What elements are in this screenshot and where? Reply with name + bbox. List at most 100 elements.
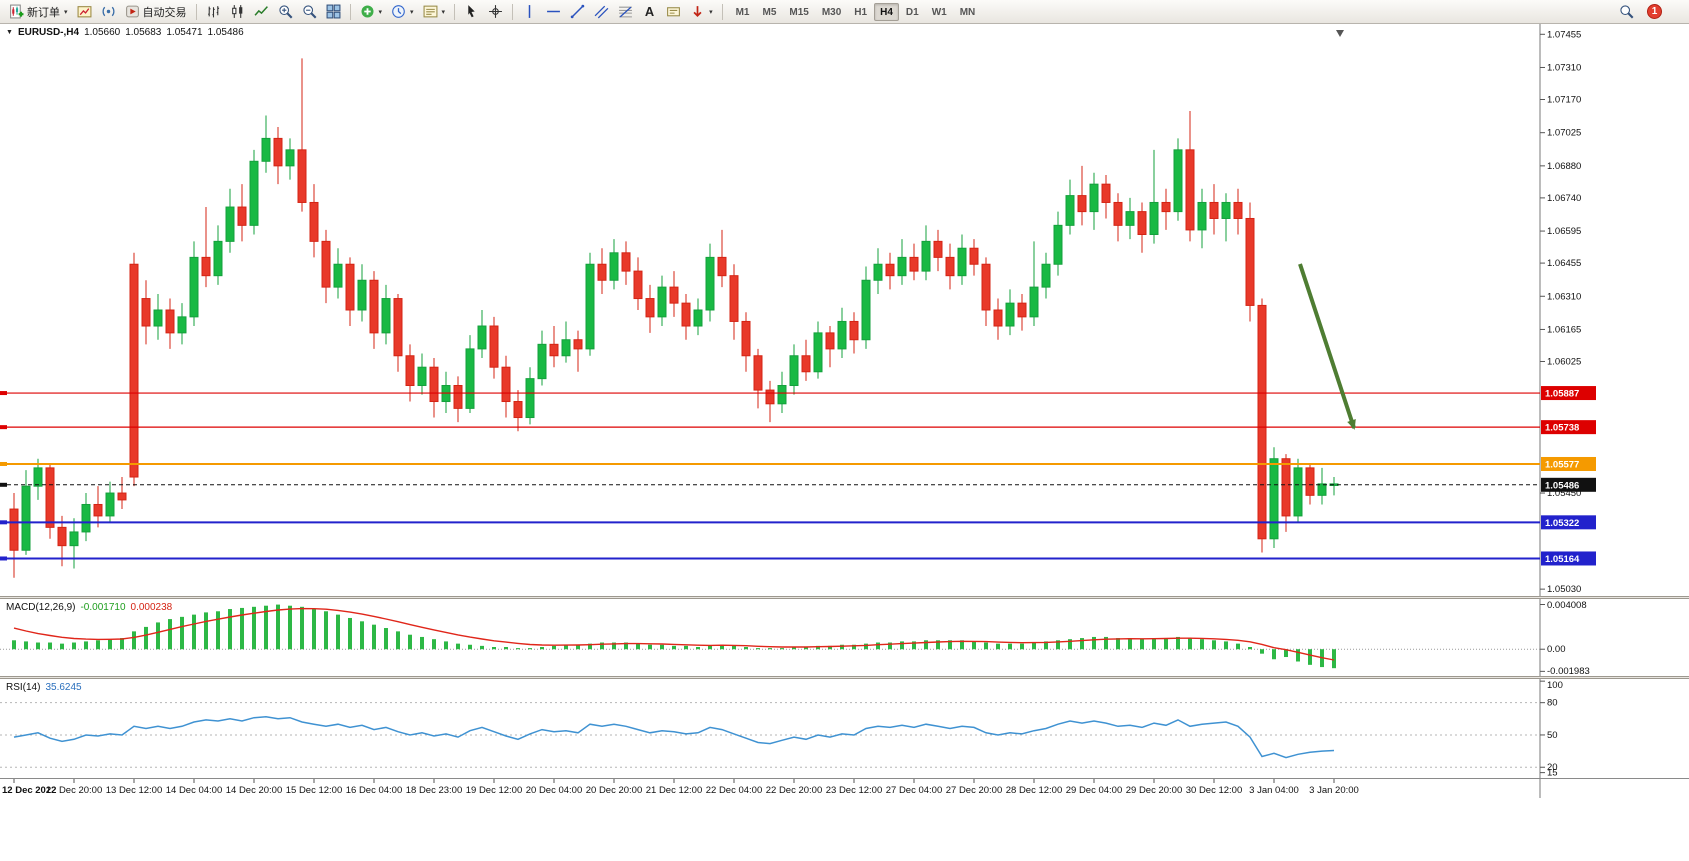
auto-trading-button[interactable]: 自动交易	[121, 2, 191, 22]
panel-splitter[interactable]	[0, 676, 1689, 679]
svg-text:1.05738: 1.05738	[1545, 423, 1579, 434]
caret-down-icon: ▾	[378, 8, 383, 16]
trendline-button[interactable]	[566, 2, 589, 22]
timeframe-bar: M1 M5 M15 M30 H1 H4 D1 W1 MN	[730, 2, 982, 21]
svg-text:1.05322: 1.05322	[1545, 518, 1579, 529]
periods-clock-icon	[392, 5, 405, 18]
indicators-button[interactable]: ▾	[356, 2, 387, 22]
price-chart-canvas[interactable]: 1.07455 1.07310 1.07170 1.07025 1.06880 1.067…	[0, 24, 1689, 596]
svg-text:15 Dec 12:00: 15 Dec 12:00	[286, 785, 343, 796]
svg-text:23 Dec 12:00: 23 Dec 12:00	[826, 785, 883, 796]
svg-text:20 Dec 04:00: 20 Dec 04:00	[526, 785, 583, 796]
cursor-icon	[468, 5, 475, 18]
channel-icon	[594, 5, 609, 19]
cursor-button[interactable]	[460, 2, 483, 22]
svg-text:28 Dec 12:00: 28 Dec 12:00	[1006, 785, 1063, 796]
svg-text:15: 15	[1547, 768, 1558, 778]
tile-windows-button[interactable]	[322, 2, 345, 22]
panel-splitter[interactable]	[0, 596, 1689, 599]
bar-chart-icon	[207, 6, 219, 18]
signals-icon	[102, 6, 115, 17]
bar-chart-button[interactable]	[202, 2, 225, 22]
svg-text:0.004008: 0.004008	[1547, 600, 1587, 611]
one-click-trading-toggle-icon[interactable]: ▼	[6, 29, 13, 36]
candlestick-chart-button[interactable]	[226, 2, 249, 22]
arrows-button[interactable]: ▾	[686, 2, 717, 22]
svg-text:1.05486: 1.05486	[1545, 480, 1579, 491]
crosshair-icon	[489, 5, 502, 18]
zoom-out-button[interactable]	[298, 2, 321, 22]
line-chart-button[interactable]	[250, 2, 273, 22]
rsi-panel[interactable]: 100 80 50 20 15 RSI(14) 35.6245	[0, 679, 1689, 778]
timeframe-W1[interactable]: W1	[931, 6, 947, 18]
notification-badge[interactable]: 1	[1647, 4, 1662, 19]
svg-text:30 Dec 12:00: 30 Dec 12:00	[1186, 785, 1243, 796]
rsi-label: RSI(14) 35.6245	[6, 682, 82, 693]
text-label-button[interactable]	[662, 2, 685, 22]
horizontal-line-icon	[547, 10, 560, 13]
svg-text:1.07025: 1.07025	[1547, 128, 1581, 139]
svg-text:1.07310: 1.07310	[1547, 62, 1581, 73]
timeframe-H1[interactable]: H1	[854, 6, 868, 18]
svg-text:27 Dec 04:00: 27 Dec 04:00	[886, 785, 943, 796]
fibonacci-button[interactable]	[614, 2, 637, 22]
toolbar: 新订单 ▾ 自动交易	[0, 0, 1689, 24]
svg-text:18 Dec 23:00: 18 Dec 23:00	[406, 785, 463, 796]
auto-trading-label: 自动交易	[142, 6, 187, 19]
caret-down-icon: ▾	[441, 8, 446, 16]
svg-text:1.05887: 1.05887	[1545, 389, 1579, 400]
svg-text:20 Dec 20:00: 20 Dec 20:00	[586, 785, 643, 796]
channel-button[interactable]	[590, 2, 613, 22]
timeframe-M1[interactable]: M1	[735, 6, 750, 18]
macd-label: MACD(12,26,9) -0.001710 0.000238	[6, 602, 172, 613]
svg-text:1.06595: 1.06595	[1547, 226, 1581, 237]
timeframe-M30[interactable]: M30	[821, 6, 842, 18]
macd-signal-value: 0.000238	[130, 602, 173, 613]
signals-button[interactable]	[97, 2, 120, 22]
caret-down-icon: ▾	[64, 8, 68, 16]
templates-button[interactable]: ▾	[419, 2, 450, 22]
macd-value: -0.001710	[80, 602, 126, 613]
svg-text:29 Dec 04:00: 29 Dec 04:00	[1066, 785, 1123, 796]
svg-text:13 Dec 12:00: 13 Dec 12:00	[106, 785, 163, 796]
ohlc-close: 1.05486	[207, 27, 244, 38]
svg-text:1.05450: 1.05450	[1547, 488, 1581, 499]
new-order-button[interactable]: 新订单 ▾	[5, 2, 72, 22]
text-label-icon	[667, 7, 680, 17]
macd-canvas[interactable]: 0.004008 0.00 -0.001983	[0, 599, 1689, 676]
svg-text:1.05030: 1.05030	[1547, 584, 1581, 595]
rsi-name: RSI(14)	[6, 682, 41, 693]
svg-text:16 Dec 04:00: 16 Dec 04:00	[346, 785, 403, 796]
fibonacci-icon	[619, 6, 632, 18]
timeframe-M15[interactable]: M15	[789, 6, 809, 18]
zoom-in-button[interactable]	[274, 2, 297, 22]
profiles-button[interactable]	[73, 2, 96, 22]
periods-button[interactable]: ▾	[387, 2, 418, 22]
search-button[interactable]	[1615, 2, 1638, 22]
text-button[interactable]: A	[638, 2, 661, 22]
macd-panel[interactable]: 0.004008 0.00 -0.001983 MACD(12,26,9) -0.0…	[0, 599, 1689, 676]
indicators-icon	[361, 5, 374, 18]
crosshair-button[interactable]	[484, 2, 507, 22]
vertical-line-button[interactable]	[518, 2, 541, 22]
timeframe-M5[interactable]: M5	[762, 6, 777, 18]
price-chart-panel[interactable]: 1.07455 1.07310 1.07170 1.07025 1.06880 1.067…	[0, 24, 1689, 596]
timeframe-H4[interactable]: H4	[874, 2, 899, 21]
timeframe-D1[interactable]: D1	[905, 6, 919, 18]
caret-down-icon: ▾	[410, 8, 414, 16]
horizontal-line-button[interactable]	[542, 2, 565, 22]
caret-down-icon: ▾	[709, 8, 713, 16]
svg-text:3 Jan 04:00: 3 Jan 04:00	[1249, 785, 1299, 796]
svg-text:1.07455: 1.07455	[1547, 29, 1581, 40]
zoom-out-icon	[302, 5, 316, 19]
profiles-icon	[77, 6, 91, 18]
toolbar-separator	[349, 3, 351, 20]
time-axis[interactable]: 12 Dec 2022 12 Dec 20:00 13 Dec 12:00 14 De…	[0, 778, 1689, 798]
timeframe-MN[interactable]: MN	[959, 6, 976, 18]
macd-name: MACD(12,26,9)	[6, 602, 76, 613]
vertical-line-icon	[528, 5, 531, 18]
line-chart-icon	[254, 6, 268, 16]
svg-text:1.06310: 1.06310	[1547, 291, 1581, 302]
ohlc-open: 1.05660	[84, 27, 121, 38]
